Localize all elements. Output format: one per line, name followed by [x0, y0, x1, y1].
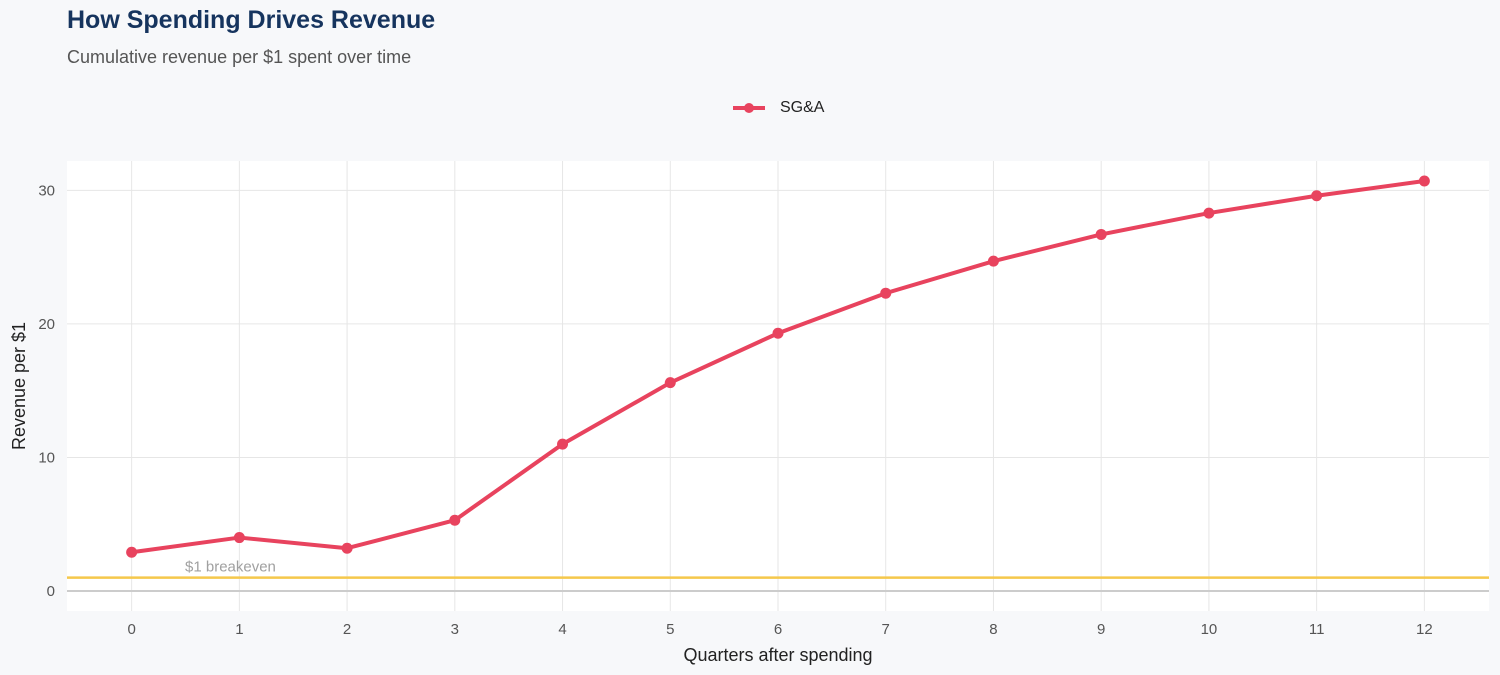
- data-point: [1095, 228, 1107, 240]
- x-tick-label: 0: [127, 621, 135, 638]
- x-axis-label: Quarters after spending: [683, 645, 872, 665]
- data-point: [557, 438, 569, 450]
- data-point: [126, 546, 138, 558]
- data-point: [1418, 175, 1430, 187]
- legend-line-marker-icon: [733, 103, 765, 113]
- chart-subtitle: Cumulative revenue per $1 spent over tim…: [67, 47, 412, 67]
- x-tick-label: 6: [774, 621, 782, 638]
- data-point: [449, 514, 461, 526]
- data-point: [664, 377, 676, 389]
- y-tick-label: 0: [47, 583, 55, 600]
- x-tick-label: 2: [343, 621, 351, 638]
- data-point: [233, 532, 245, 544]
- x-tick-label: 4: [558, 621, 566, 638]
- legend-label: SG&A: [780, 99, 825, 116]
- data-point: [880, 287, 892, 299]
- x-tick-label: 7: [882, 621, 890, 638]
- x-tick-label: 3: [451, 621, 459, 638]
- x-tick-label: 9: [1097, 621, 1105, 638]
- x-tick-label: 1: [235, 621, 243, 638]
- x-tick-label: 8: [989, 621, 997, 638]
- data-point: [1311, 190, 1323, 202]
- x-tick-label: 10: [1201, 621, 1218, 638]
- data-point: [341, 542, 353, 554]
- y-tick-label: 30: [38, 182, 55, 199]
- breakeven-label: $1 breakeven: [185, 559, 276, 576]
- x-tick-label: 11: [1309, 621, 1325, 638]
- data-point: [1203, 207, 1215, 219]
- x-tick-label: 5: [666, 621, 674, 638]
- data-point: [987, 255, 999, 267]
- y-axis-label: Revenue per $1: [9, 322, 29, 450]
- legend: SG&A: [732, 99, 824, 117]
- chart-title: How Spending Drives Revenue: [67, 6, 436, 34]
- x-tick-label: 12: [1416, 621, 1433, 638]
- y-tick-label: 10: [38, 449, 55, 466]
- data-point: [772, 327, 784, 339]
- y-tick-label: 20: [38, 316, 55, 333]
